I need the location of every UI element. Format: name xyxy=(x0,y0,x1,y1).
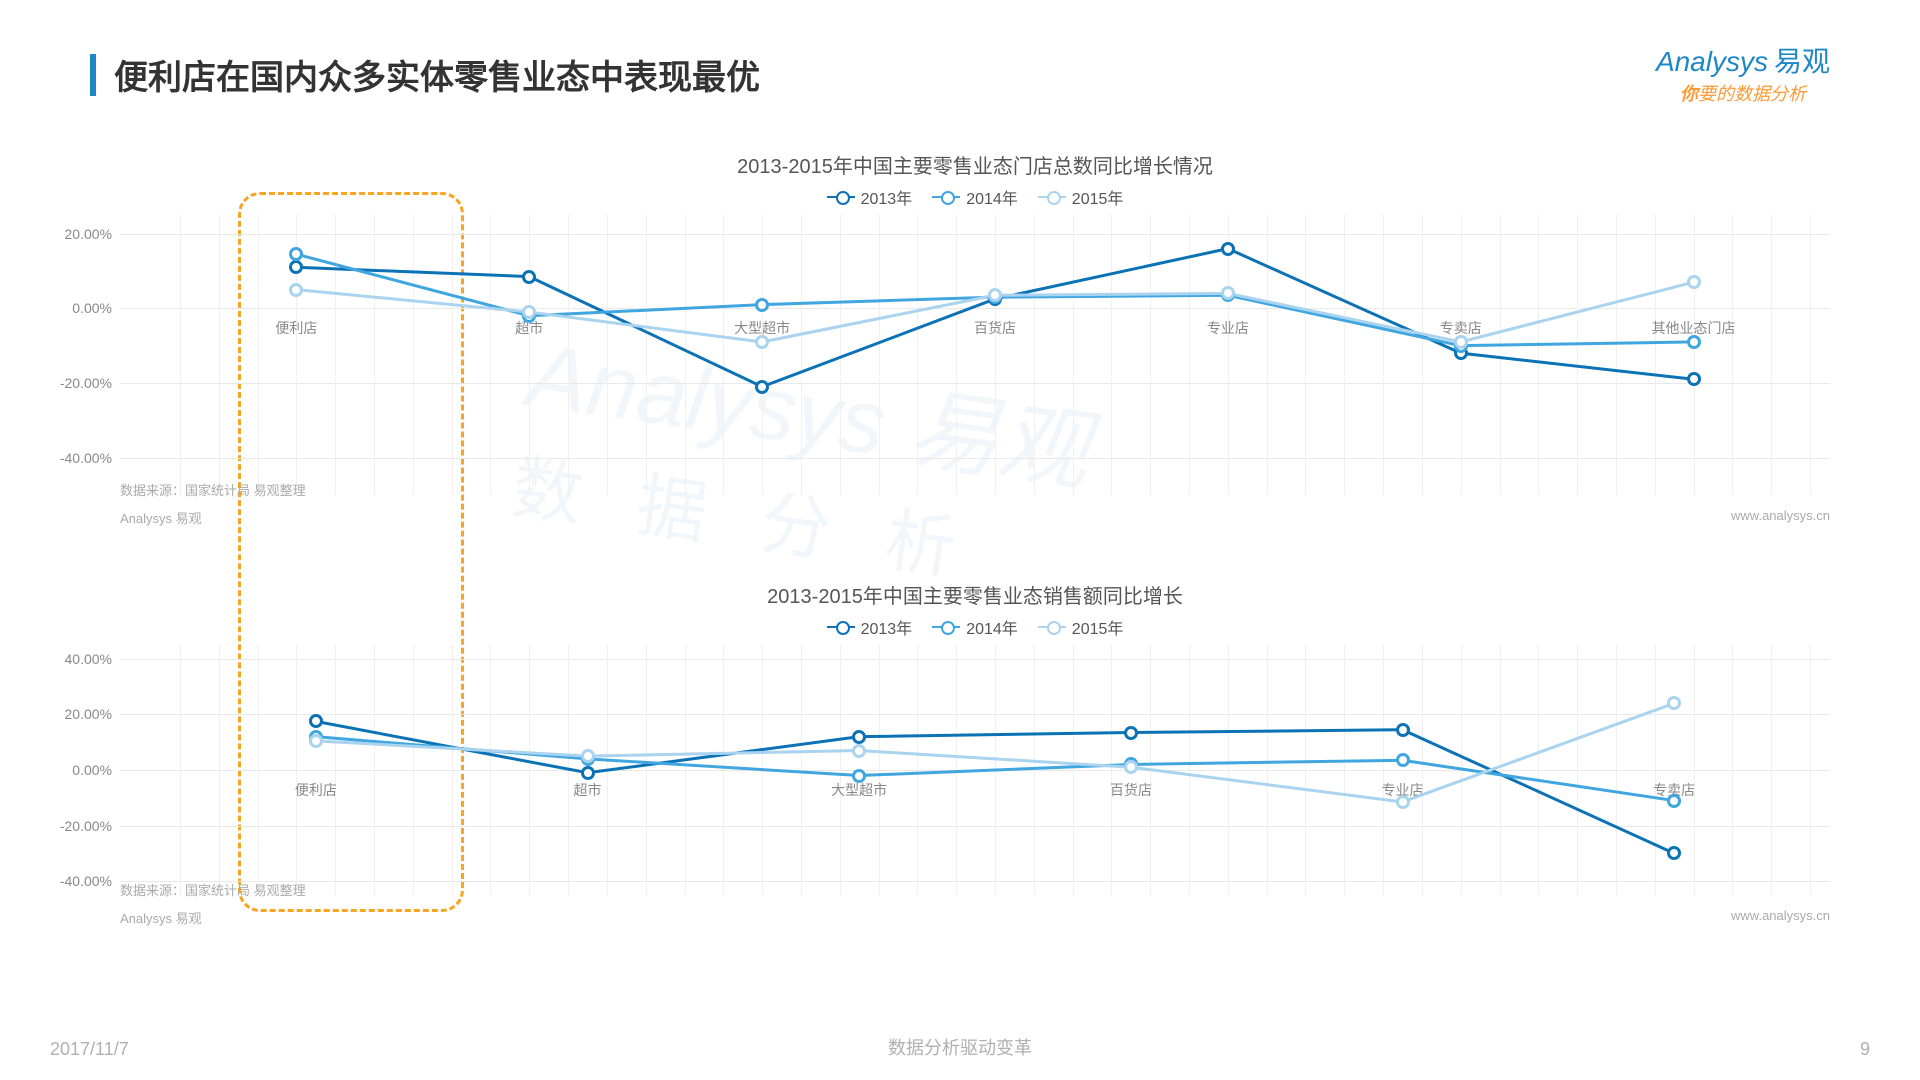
data-marker xyxy=(289,283,303,297)
brand-name: Analysys易观 xyxy=(1656,40,1830,80)
data-marker xyxy=(1687,335,1701,349)
legend-swatch xyxy=(1038,626,1066,628)
legend-swatch xyxy=(827,196,855,198)
legend-label: 2013年 xyxy=(861,615,913,639)
data-marker xyxy=(1124,760,1138,774)
footer-center: 数据分析驱动变革 xyxy=(888,1034,1032,1060)
series-line xyxy=(296,249,1693,387)
y-tick-label: 40.00% xyxy=(40,651,112,667)
data-marker xyxy=(1396,753,1410,767)
legend-swatch xyxy=(1038,196,1066,198)
data-marker xyxy=(1687,372,1701,386)
data-marker xyxy=(581,766,595,780)
data-marker xyxy=(1667,846,1681,860)
data-marker xyxy=(755,380,769,394)
footer-date: 2017/11/7 xyxy=(50,1039,129,1060)
data-marker xyxy=(852,730,866,744)
legend-item: 2015年 xyxy=(1038,615,1124,639)
data-marker xyxy=(1396,723,1410,737)
series-line xyxy=(316,703,1674,802)
data-marker xyxy=(581,749,595,763)
chart-sales-growth: 2013-2015年中国主要零售业态销售额同比增长 2013年 2014年 2015… xyxy=(120,580,1830,940)
chart-lines xyxy=(120,645,1830,895)
y-tick-label: -20.00% xyxy=(40,375,112,391)
chart1-attrib-right: www.analysys.cn xyxy=(1731,508,1830,523)
data-marker xyxy=(852,744,866,758)
data-marker xyxy=(852,769,866,783)
data-marker xyxy=(309,714,323,728)
legend-label: 2014年 xyxy=(966,185,1018,209)
y-tick-label: -20.00% xyxy=(40,818,112,834)
chart2-attrib-right: www.analysys.cn xyxy=(1731,908,1830,923)
series-line xyxy=(316,737,1674,801)
chart1-attrib-left: Analysys 易观 xyxy=(120,508,202,527)
legend-item: 2015年 xyxy=(1038,185,1124,209)
data-marker xyxy=(1124,726,1138,740)
data-marker xyxy=(309,734,323,748)
y-tick-label: 20.00% xyxy=(40,226,112,242)
chart-lines xyxy=(120,215,1830,495)
brand-tagline-rest: 要的数据分析 xyxy=(1698,84,1806,104)
chart2-source: 数据来源：国家统计局 易观整理 xyxy=(120,880,306,899)
data-marker xyxy=(988,288,1002,302)
y-tick-label: 0.00% xyxy=(40,300,112,316)
legend-swatch xyxy=(932,196,960,198)
brand-tagline-prefix: 你 xyxy=(1680,84,1698,104)
legend-label: 2013年 xyxy=(861,185,913,209)
data-marker xyxy=(755,335,769,349)
y-tick-label: -40.00% xyxy=(40,873,112,889)
data-marker xyxy=(1221,242,1235,256)
y-tick-label: 20.00% xyxy=(40,706,112,722)
chart2-legend: 2013年 2014年 2015年 xyxy=(120,615,1830,639)
legend-label: 2015年 xyxy=(1072,615,1124,639)
legend-item: 2014年 xyxy=(932,185,1018,209)
brand-tagline: 你要的数据分析 xyxy=(1656,80,1830,106)
chart2-plot: -40.00%-20.00%0.00%20.00%40.00%便利店超市大型超市… xyxy=(120,645,1830,895)
chart2-title: 2013-2015年中国主要零售业态销售额同比增长 xyxy=(120,580,1830,609)
series-line xyxy=(316,721,1674,853)
legend-item: 2014年 xyxy=(932,615,1018,639)
y-tick-label: -40.00% xyxy=(40,450,112,466)
legend-item: 2013年 xyxy=(827,185,913,209)
chart2-attrib-left: Analysys 易观 xyxy=(120,908,202,927)
title-accent xyxy=(90,54,96,96)
legend-swatch xyxy=(827,626,855,628)
y-tick-label: 0.00% xyxy=(40,762,112,778)
data-marker xyxy=(1667,794,1681,808)
legend-label: 2014年 xyxy=(966,615,1018,639)
brand-name-cn: 易观 xyxy=(1774,46,1830,77)
chart1-source: 数据来源：国家统计局 易观整理 xyxy=(120,480,306,499)
chart1-plot: -40.00%-20.00%0.00%20.00%便利店超市大型超市百货店专业店… xyxy=(120,215,1830,495)
brand-name-en: Analysys xyxy=(1656,46,1768,77)
page-title: 便利店在国内众多实体零售业态中表现最优 xyxy=(114,50,760,99)
data-marker xyxy=(755,298,769,312)
slide-title-bar: 便利店在国内众多实体零售业态中表现最优 xyxy=(90,50,760,99)
data-marker xyxy=(289,260,303,274)
data-marker xyxy=(522,270,536,284)
chart-stores-growth: 2013-2015年中国主要零售业态门店总数同比增长情况 2013年2014年2… xyxy=(120,150,1830,550)
footer-page: 9 xyxy=(1860,1039,1870,1060)
data-marker xyxy=(1396,795,1410,809)
legend-swatch xyxy=(932,626,960,628)
chart1-title: 2013-2015年中国主要零售业态门店总数同比增长情况 xyxy=(120,150,1830,179)
data-marker xyxy=(522,305,536,319)
chart1-legend: 2013年 2014年 2015年 xyxy=(120,185,1830,209)
data-marker xyxy=(1667,696,1681,710)
data-marker xyxy=(1687,275,1701,289)
legend-label: 2015年 xyxy=(1072,185,1124,209)
brand-logo: Analysys易观 你要的数据分析 xyxy=(1656,40,1830,106)
data-marker xyxy=(1454,335,1468,349)
legend-item: 2013年 xyxy=(827,615,913,639)
data-marker xyxy=(1221,286,1235,300)
data-marker xyxy=(289,247,303,261)
